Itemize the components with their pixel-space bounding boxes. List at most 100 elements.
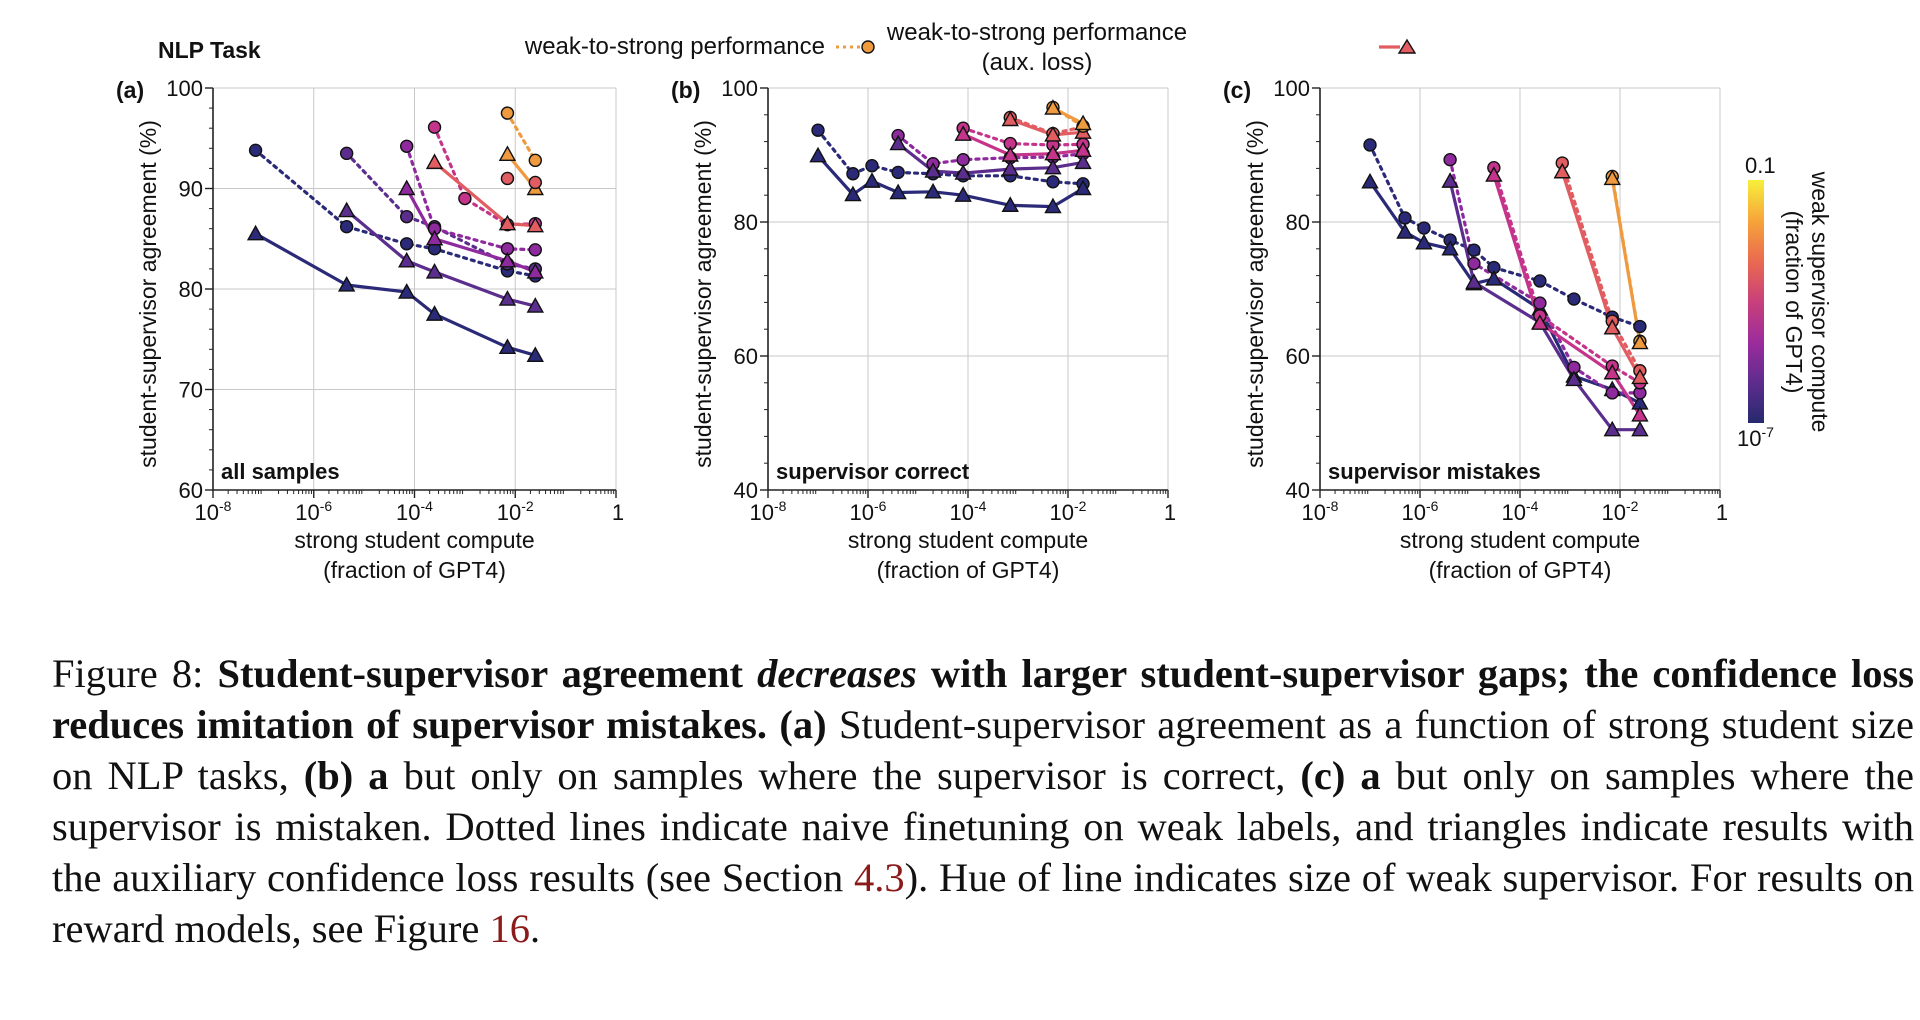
data-point-circle xyxy=(891,165,905,180)
data-point-circle xyxy=(427,120,442,134)
data-point-triangle xyxy=(498,145,517,162)
x-tick-label: 10-2 xyxy=(1050,498,1087,525)
data-point-triangle xyxy=(924,182,942,199)
data-point-triangle xyxy=(526,262,544,279)
data-point-triangle xyxy=(1631,406,1649,422)
caption-c-text: but only on samples where the supervisor… xyxy=(52,753,1915,900)
data-point-circle xyxy=(846,167,860,181)
data-point-circle xyxy=(528,153,542,168)
data-point-triangle xyxy=(246,224,265,241)
series-line xyxy=(405,186,537,274)
panel-letter: (a) xyxy=(116,77,144,103)
data-point-triangle xyxy=(1441,172,1459,188)
colorbar-top-label: 0.1 xyxy=(1745,153,1776,178)
series-line xyxy=(1610,176,1642,345)
data-point-circle xyxy=(248,143,263,158)
x-tick-label: 10-4 xyxy=(950,498,987,525)
legend-label-aux-line1: weak-to-strong performance xyxy=(886,19,1187,46)
y-tick-label: 80 xyxy=(1286,210,1310,235)
data-point-triangle xyxy=(1631,420,1649,437)
panel-letter: (b) xyxy=(671,77,700,103)
data-point-triangle xyxy=(809,146,827,163)
legend: weak-to-strong performance weak-to-stron… xyxy=(524,19,1417,76)
data-point-triangle xyxy=(1603,169,1621,186)
data-point-triangle xyxy=(863,172,881,188)
x-axis-label: strong student compute xyxy=(848,527,1088,553)
data-point-circle xyxy=(1533,274,1547,288)
figure-caption: Figure 8: Student-supervisor agreement d… xyxy=(52,648,1914,954)
x-tick-label: 1 xyxy=(612,500,624,525)
data-point-triangle xyxy=(425,229,444,246)
data-point-circle xyxy=(339,219,354,234)
data-point-circle xyxy=(399,139,414,153)
data-point-triangle xyxy=(498,290,517,306)
x-tick-label: 10-6 xyxy=(850,498,887,525)
x-tick-label: 1 xyxy=(1716,500,1728,525)
y-tick-label: 60 xyxy=(1286,344,1310,369)
data-point-triangle xyxy=(1001,110,1019,127)
x-tick-label: 10-6 xyxy=(295,498,332,525)
data-point-triangle xyxy=(1415,233,1433,250)
section-ref-link[interactable]: 4.3 xyxy=(854,855,905,900)
colorbar-title-line1: weak supervisor compute xyxy=(1807,171,1833,433)
data-point-triangle xyxy=(425,153,444,170)
figure-ref-link[interactable]: 16 xyxy=(489,906,531,951)
colorbar: 0.1 10-7 weak supervisor compute (fracti… xyxy=(1737,153,1833,451)
series-line xyxy=(432,125,537,227)
data-point-triangle xyxy=(1485,270,1503,286)
data-point-triangle xyxy=(337,276,356,292)
data-point-triangle xyxy=(1044,99,1062,115)
data-point-triangle xyxy=(526,346,544,363)
caption-title-2: with larger student-supervisor gaps; the… xyxy=(52,651,1914,747)
data-point-circle xyxy=(865,159,879,173)
colorbar-bar xyxy=(1748,180,1764,423)
data-point-triangle xyxy=(954,125,972,141)
data-point-triangle xyxy=(1465,273,1483,289)
caption-a-text: Student-supervisor agreement as a functi… xyxy=(52,702,1915,798)
x-axis-label-sub: (fraction of GPT4) xyxy=(877,557,1060,583)
data-point-triangle xyxy=(498,214,517,231)
panel-annotation: supervisor correct xyxy=(776,459,970,484)
y-tick-label: 100 xyxy=(166,76,203,101)
x-tick-label: 10-2 xyxy=(1602,498,1639,525)
y-tick-label: 90 xyxy=(179,177,203,202)
data-point-triangle xyxy=(425,305,444,321)
data-point-triangle xyxy=(425,262,444,279)
data-point-triangle xyxy=(1044,158,1062,175)
series-line xyxy=(1492,173,1642,417)
x-tick-label: 10-8 xyxy=(750,498,787,525)
series-line xyxy=(1008,115,1085,136)
x-axis-label-sub: (fraction of GPT4) xyxy=(1429,557,1612,583)
x-axis-label: strong student compute xyxy=(294,527,534,553)
data-point-circle xyxy=(1605,386,1619,400)
x-tick-label: 1 xyxy=(1164,500,1176,525)
data-point-triangle xyxy=(1074,114,1092,131)
data-point-triangle xyxy=(398,179,416,196)
data-point-triangle xyxy=(889,134,907,151)
y-tick-label: 70 xyxy=(179,378,203,403)
panel-letter: (c) xyxy=(1223,77,1251,103)
data-point-triangle xyxy=(398,251,416,268)
caption-b-text: but only on samples where the supervisor… xyxy=(388,753,1301,798)
data-point-triangle xyxy=(1553,162,1571,179)
data-point-triangle xyxy=(1531,314,1549,330)
x-tick-label: 10-6 xyxy=(1402,498,1439,525)
data-point-triangle xyxy=(1074,179,1092,196)
x-axis-label-sub: (fraction of GPT4) xyxy=(323,557,506,583)
series-line xyxy=(1448,158,1642,395)
data-point-triangle xyxy=(526,216,544,233)
y-tick-label: 100 xyxy=(1273,76,1310,101)
data-point-triangle xyxy=(526,297,544,313)
caption-a-label: (a) xyxy=(779,702,827,747)
series-line xyxy=(1368,180,1642,405)
data-point-triangle xyxy=(1631,368,1649,385)
series-line xyxy=(405,144,537,252)
data-point-triangle xyxy=(498,251,517,268)
caption-end: . xyxy=(530,906,541,951)
data-point-circle xyxy=(1398,211,1412,225)
x-tick-label: 10-4 xyxy=(1502,498,1539,525)
series-line xyxy=(961,132,1085,157)
series-line xyxy=(1492,166,1642,385)
caption-c-label: (c) a xyxy=(1300,753,1381,798)
caption-title-emph: decreases xyxy=(757,651,917,696)
